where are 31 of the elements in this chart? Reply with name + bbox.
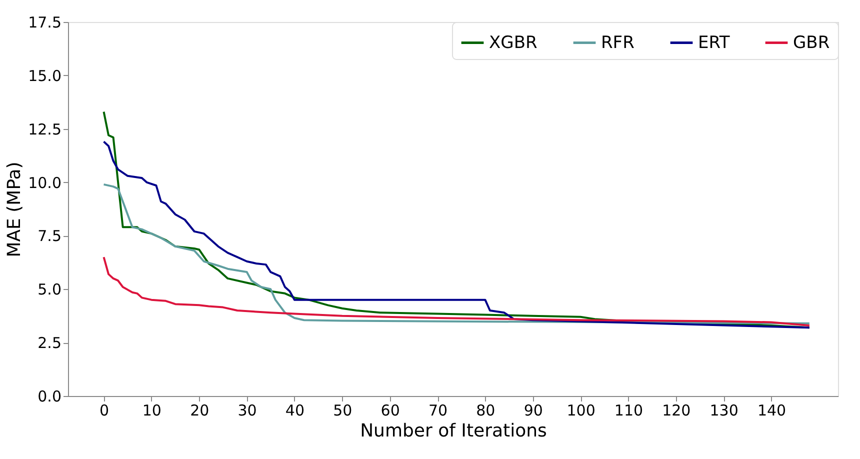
x-tick-label: 80 — [476, 402, 496, 420]
legend-label: XGBR — [489, 32, 538, 53]
y-tick-label: 5.0 — [38, 280, 62, 299]
line-series — [102, 256, 810, 326]
y-tick-label: 0.0 — [38, 388, 62, 406]
y-axis-title: MAE (MPa) — [4, 162, 26, 258]
y-tick-label: 10.0 — [28, 174, 62, 192]
x-tick-label: 50 — [333, 402, 352, 420]
x-tick-label: 10 — [142, 402, 162, 420]
x-tick-label: 130 — [710, 402, 738, 420]
y-tick-label: 15.0 — [28, 66, 62, 85]
x-tick-label: 100 — [566, 402, 596, 420]
x-tick-label: 70 — [428, 402, 448, 420]
legend-label: RFR — [601, 32, 635, 53]
legend-label: GBR — [793, 32, 830, 53]
x-tick-label: 40 — [285, 402, 305, 420]
x-tick-label: 0 — [99, 402, 110, 420]
x-tick-label: 30 — [238, 402, 257, 420]
y-tick-label: 12.5 — [28, 120, 62, 138]
x-tick-label: 60 — [380, 402, 400, 420]
x-tick-label: 140 — [757, 402, 786, 420]
y-tick-label: 17.5 — [28, 14, 62, 32]
y-tick-label: 7.5 — [38, 227, 62, 246]
x-tick-label: 90 — [524, 402, 543, 420]
line-series — [102, 183, 810, 324]
x-axis-title: Number of Iterations — [360, 420, 547, 442]
x-tick-label: 110 — [614, 402, 644, 420]
legend-label: ERT — [698, 32, 730, 53]
x-tick-label: 120 — [662, 402, 691, 420]
x-tick-label: 20 — [190, 402, 210, 420]
y-tick-label: 2.5 — [38, 334, 62, 352]
